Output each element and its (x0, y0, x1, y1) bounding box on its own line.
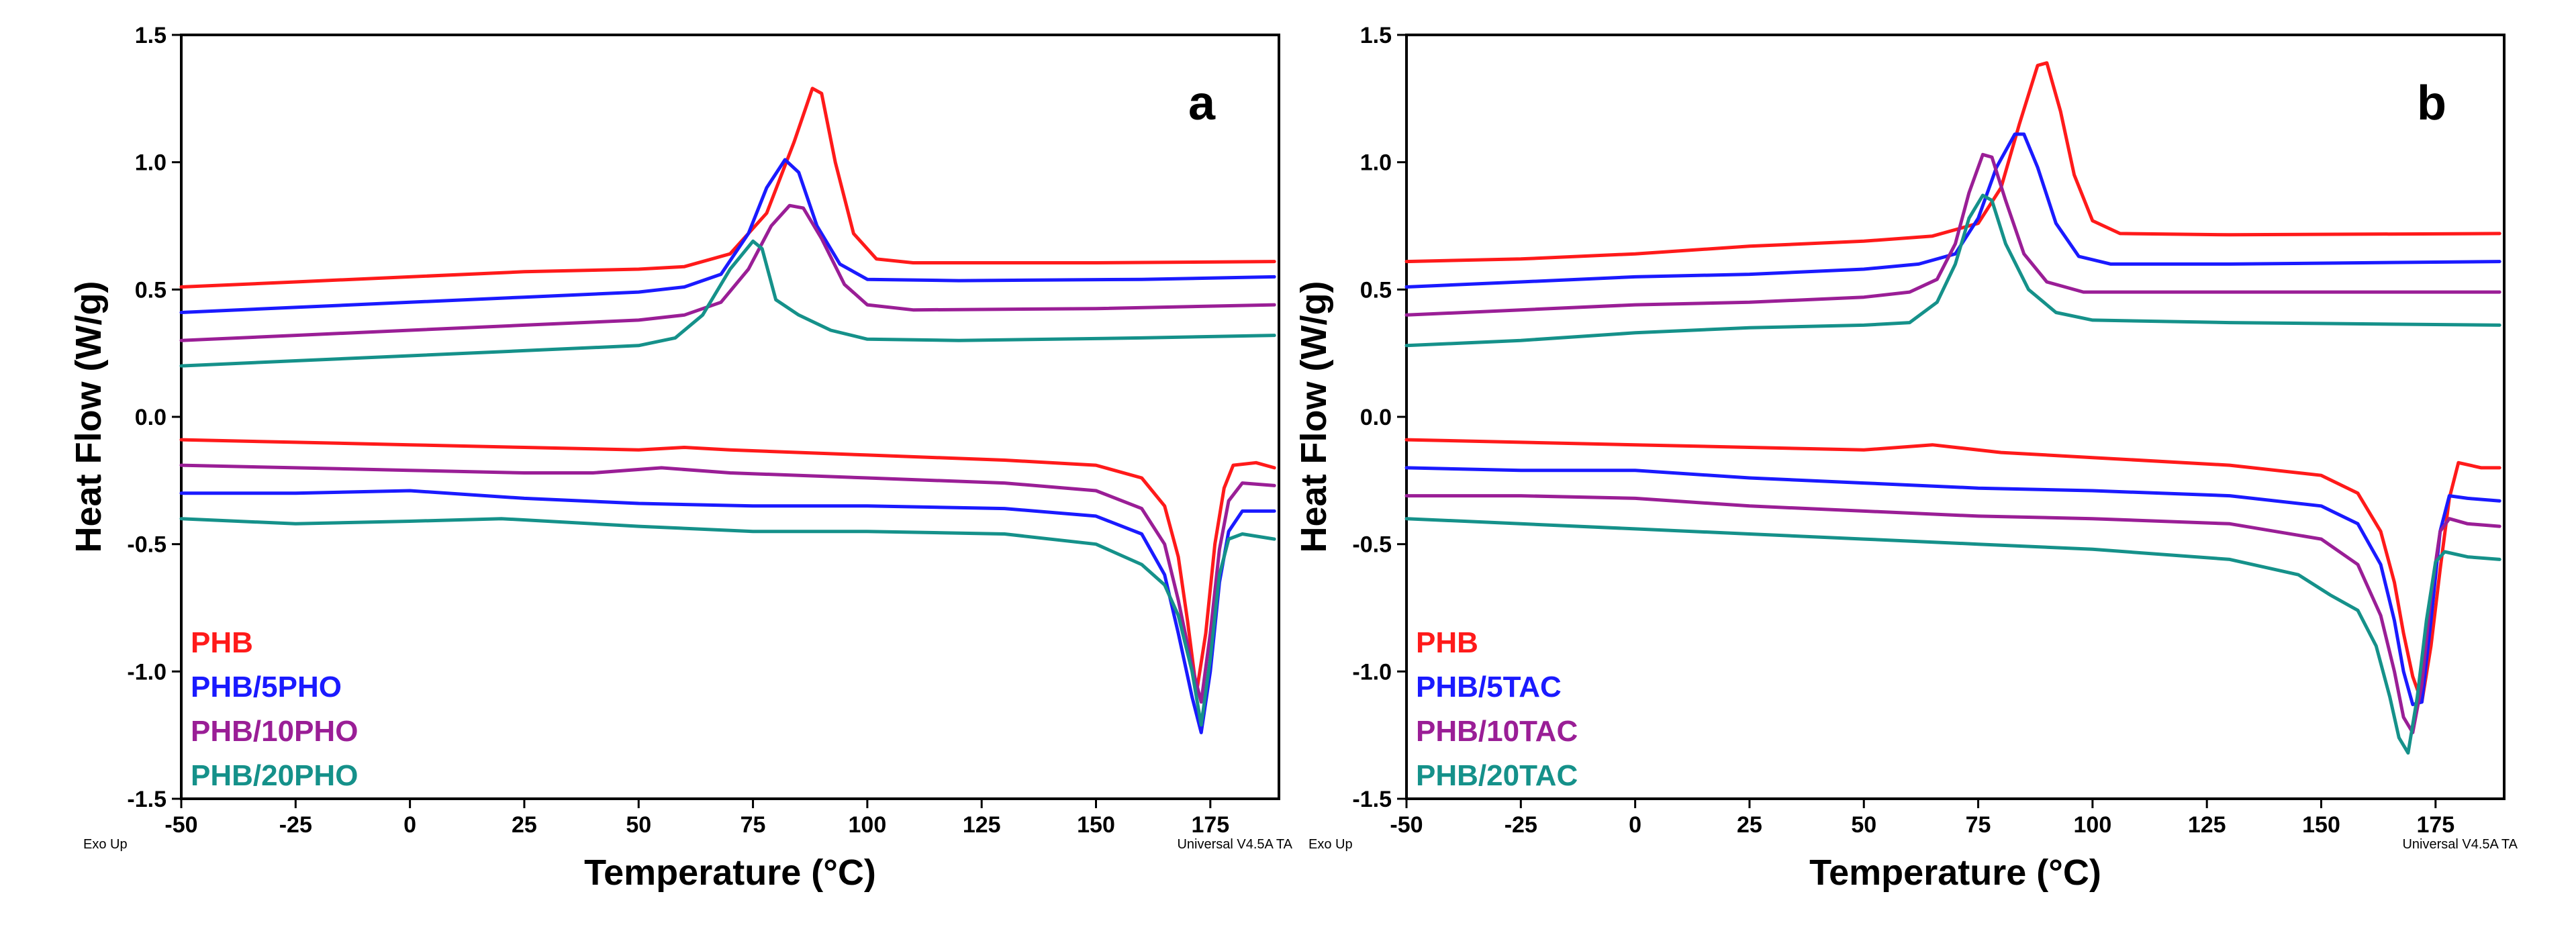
y-tick-label: 0.0 (135, 405, 166, 430)
instrument-note: Universal V4.5A TA (1177, 837, 1292, 852)
x-tick-label: 50 (626, 812, 651, 838)
panel-label: b (2417, 77, 2446, 130)
series-line-phb-5pho-heating (179, 489, 1276, 734)
series-line-phb-10pho-heating (179, 463, 1276, 704)
y-tick-label: -1.5 (1352, 787, 1392, 812)
legend-entry: PHB/10PHO (191, 715, 358, 748)
chart-panel-b: -50 -25 0 25 50 75 100 125 150 175 -1.5 -1.0 -0.5 0.0… (1294, 23, 2518, 893)
x-tick-label: 125 (963, 812, 1001, 838)
x-tick-label: -50 (1390, 812, 1423, 838)
x-tick-label: 0 (1629, 812, 1641, 838)
legend-entry: PHB (191, 626, 253, 659)
x-tick-label: 75 (741, 812, 766, 838)
legend-entry: PHB/20PHO (191, 759, 358, 792)
x-axis-title: Temperature (°C) (584, 852, 876, 893)
panel-label: a (1188, 77, 1216, 130)
series-line-phb-heating (1404, 438, 2501, 704)
x-tick-label: 100 (849, 812, 887, 838)
x-tick-label: -25 (279, 812, 312, 838)
y-tick-label: 1.5 (1360, 23, 1392, 48)
legend-entry: PHB/10TAC (1416, 715, 1578, 748)
chart-panel-a: -50 -25 0 25 50 75 100 125 150 175 -1.5 -1.0 -0.5 0.0… (68, 23, 1293, 893)
y-tick-label: 1.0 (135, 150, 166, 176)
x-tick-label: 175 (2416, 812, 2454, 838)
x-tick-label: 175 (1191, 812, 1229, 838)
x-tick-label: 0 (403, 812, 416, 838)
x-tick-label: 25 (512, 812, 537, 838)
y-tick-label: -0.5 (127, 532, 166, 558)
y-tick-label: -1.5 (127, 787, 166, 812)
x-tick-label: 50 (1851, 812, 1876, 838)
y-tick-label: 1.0 (1360, 150, 1392, 176)
y-tick-label: -1.0 (1352, 659, 1392, 685)
series-line-phb-20pho-heating (179, 517, 1276, 727)
instrument-note: Universal V4.5A TA (2402, 837, 2518, 852)
series-line-phb-10pho-cooling (179, 203, 1276, 342)
plot-frame (1405, 34, 2506, 800)
x-tick-label: -50 (164, 812, 197, 838)
series-group (1404, 61, 2501, 755)
series-line-phb-5tac-cooling (1404, 132, 2501, 289)
x-axis-title: Temperature (°C) (1809, 852, 2101, 893)
series-line-phb-20tac-cooling (1404, 193, 2501, 348)
x-tick-label: 125 (2188, 812, 2226, 838)
x-tick-label: 100 (2074, 812, 2112, 838)
series-group (179, 87, 1276, 734)
exo-up-note: Exo Up (83, 837, 128, 852)
series-line-phb-cooling (1404, 61, 2501, 264)
series-line-phb-20tac-heating (1404, 517, 2501, 755)
y-tick-label: 0.5 (1360, 277, 1392, 303)
legend-entry: PHB/20TAC (1416, 759, 1578, 792)
x-tick-label: 75 (1966, 812, 1991, 838)
x-tick-label: 150 (1077, 812, 1115, 838)
x-tick-label: -25 (1505, 812, 1537, 838)
y-tick-label: -0.5 (1352, 532, 1392, 558)
y-tick-label: 1.5 (135, 23, 166, 48)
x-tick-label: 150 (2302, 812, 2340, 838)
series-line-phb-5pho-cooling (179, 158, 1276, 314)
legend-entry: PHB/5TAC (1416, 671, 1562, 703)
legend-entry: PHB (1416, 626, 1478, 659)
exo-up-note: Exo Up (1308, 837, 1353, 852)
y-tick-label: -1.0 (127, 659, 166, 685)
y-axis-title: Heat Flow (W/g) (68, 281, 109, 553)
legend-entry: PHB/5PHO (191, 671, 342, 703)
series-line-phb-heating (179, 438, 1276, 694)
y-tick-label: 0.0 (1360, 405, 1392, 430)
series-line-phb-20pho-cooling (179, 239, 1276, 368)
y-axis-title: Heat Flow (W/g) (1294, 281, 1334, 553)
series-line-phb-5tac-heating (1404, 466, 2501, 707)
series-line-phb-10tac-heating (1404, 494, 2501, 734)
series-line-phb-cooling (179, 87, 1276, 289)
x-tick-label: 25 (1737, 812, 1762, 838)
y-tick-label: 0.5 (135, 277, 166, 303)
plot-frame (180, 34, 1280, 800)
series-line-phb-10tac-cooling (1404, 152, 2501, 317)
